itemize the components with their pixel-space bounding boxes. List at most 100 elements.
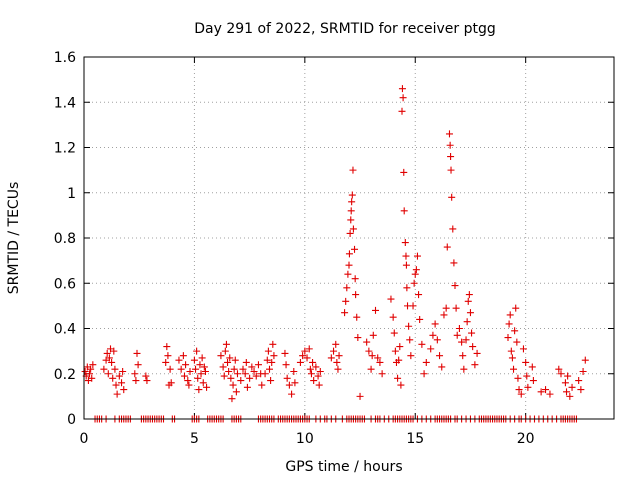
- data-point: [193, 347, 201, 355]
- data-point: [455, 325, 463, 332]
- data-point: [349, 166, 357, 174]
- y-tick-label: 0.4: [54, 322, 76, 338]
- data-point: [231, 356, 239, 364]
- data-point: [390, 329, 398, 337]
- data-point: [413, 252, 421, 260]
- x-tick-label: 5: [190, 431, 199, 447]
- data-point: [120, 386, 128, 394]
- data-point: [195, 386, 203, 394]
- data-point: [537, 388, 545, 396]
- data-point: [462, 336, 470, 344]
- grid: [84, 57, 614, 419]
- y-tick-label: 0.2: [54, 367, 76, 383]
- data-point: [334, 365, 342, 373]
- data-point: [301, 347, 309, 355]
- data-point: [353, 313, 361, 321]
- data-point: [100, 365, 108, 373]
- data-point: [229, 381, 237, 389]
- data-point: [345, 250, 353, 258]
- data-point: [365, 347, 373, 355]
- data-point: [190, 356, 198, 364]
- data-point: [131, 370, 139, 378]
- data-point: [283, 374, 291, 382]
- data-point: [465, 291, 473, 299]
- data-point: [315, 381, 323, 389]
- data-point: [201, 367, 209, 375]
- data-point: [226, 354, 234, 362]
- data-point: [363, 338, 371, 346]
- data-point: [243, 383, 251, 391]
- data-point: [507, 347, 515, 355]
- data-point: [410, 279, 418, 287]
- data-point: [199, 379, 207, 387]
- data-point: [239, 365, 247, 373]
- data-point: [162, 358, 170, 366]
- data-point: [564, 372, 572, 380]
- data-point: [468, 329, 476, 337]
- data-point: [378, 370, 386, 378]
- y-tick-label: 0.8: [54, 231, 76, 247]
- data-point: [310, 377, 318, 385]
- data-point: [372, 306, 379, 314]
- data-point: [314, 372, 322, 380]
- data-point: [263, 356, 271, 364]
- data-point: [566, 392, 574, 400]
- data-point: [196, 361, 204, 369]
- tick-labels: 0 0.2 0.4 0.6 0.8 1 1.2 1.4 1.6 0 5 10 15 20: [54, 50, 535, 447]
- data-point: [450, 259, 458, 267]
- chart-title: Day 291 of 2022, SRMTID for receiver ptg…: [194, 21, 496, 37]
- data-point: [438, 363, 446, 371]
- data-point: [433, 336, 441, 344]
- data-point: [222, 340, 230, 348]
- data-point: [194, 374, 202, 382]
- data-point: [261, 370, 269, 378]
- data-point: [203, 383, 211, 391]
- y-tick-label: 0: [67, 412, 76, 428]
- y-axis-label: SRMTID / TECUs: [6, 182, 22, 295]
- data-point: [252, 372, 260, 380]
- data-point: [343, 284, 351, 292]
- data-point: [246, 374, 254, 382]
- x-axis-label: GPS time / hours: [285, 459, 402, 475]
- data-point: [452, 304, 460, 312]
- data-point: [142, 372, 150, 380]
- data-point: [459, 352, 467, 360]
- data-point: [398, 85, 406, 93]
- data-point: [354, 334, 362, 342]
- data-point: [405, 322, 413, 330]
- data-point: [258, 381, 266, 389]
- data-point: [242, 358, 250, 366]
- data-point: [299, 352, 307, 360]
- data-point: [445, 130, 453, 138]
- data-point: [395, 356, 403, 364]
- data-point: [403, 284, 411, 292]
- data-point: [416, 315, 424, 323]
- y-tick-label: 1.6: [54, 50, 76, 66]
- data-point: [401, 239, 409, 247]
- data-point: [167, 379, 175, 387]
- x-tick-label: 15: [406, 431, 424, 447]
- data-point: [348, 191, 356, 199]
- data-point: [446, 141, 454, 149]
- data-point: [197, 370, 205, 378]
- data-point: [523, 372, 531, 380]
- data-point: [327, 354, 335, 362]
- data-point: [316, 367, 324, 375]
- data-point: [406, 336, 414, 344]
- data-point: [115, 372, 123, 380]
- data-point: [579, 367, 587, 375]
- data-point: [466, 309, 474, 317]
- data-points: [81, 85, 589, 423]
- data-point: [312, 363, 320, 371]
- data-point: [546, 390, 554, 398]
- data-point: [285, 381, 293, 389]
- data-point: [248, 363, 256, 371]
- data-point: [394, 374, 402, 382]
- data-point: [368, 352, 376, 360]
- data-point: [221, 347, 229, 355]
- y-tick-label: 1.2: [54, 141, 76, 157]
- data-point: [282, 361, 290, 369]
- data-point: [447, 166, 455, 174]
- data-point: [270, 352, 278, 360]
